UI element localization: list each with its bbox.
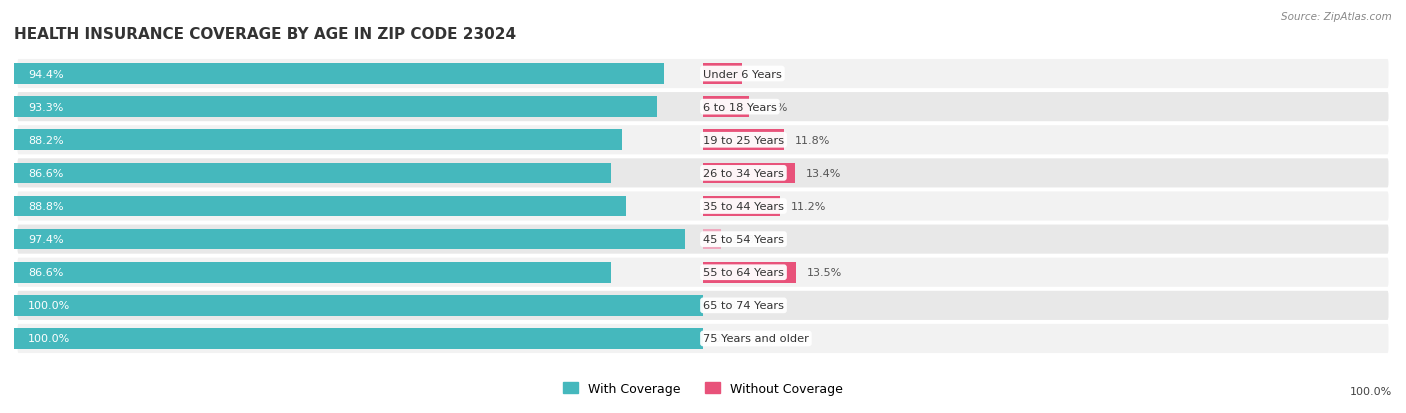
Text: 2.6%: 2.6%: [731, 235, 759, 244]
Text: 11.2%: 11.2%: [790, 202, 825, 211]
Text: 100.0%: 100.0%: [28, 334, 70, 344]
Text: 86.6%: 86.6%: [28, 169, 63, 178]
FancyBboxPatch shape: [17, 291, 1389, 320]
Bar: [703, 64, 741, 85]
Text: 75 Years and older: 75 Years and older: [703, 334, 808, 344]
FancyBboxPatch shape: [17, 225, 1389, 254]
Text: 11.8%: 11.8%: [794, 135, 830, 145]
Bar: [14, 328, 703, 349]
FancyBboxPatch shape: [17, 192, 1389, 221]
Text: 65 to 74 Years: 65 to 74 Years: [703, 301, 785, 311]
Text: 35 to 44 Years: 35 to 44 Years: [703, 202, 785, 211]
Bar: [703, 262, 796, 283]
Text: 0.0%: 0.0%: [713, 334, 741, 344]
Bar: [14, 196, 626, 217]
Bar: [14, 130, 621, 151]
Bar: [703, 229, 721, 250]
Text: 6 to 18 Years: 6 to 18 Years: [703, 102, 778, 112]
Bar: [14, 163, 610, 184]
Bar: [703, 97, 749, 118]
Text: HEALTH INSURANCE COVERAGE BY AGE IN ZIP CODE 23024: HEALTH INSURANCE COVERAGE BY AGE IN ZIP …: [14, 26, 516, 41]
Bar: [14, 97, 657, 118]
Text: 94.4%: 94.4%: [28, 69, 63, 79]
Bar: [14, 229, 685, 250]
FancyBboxPatch shape: [17, 258, 1389, 287]
Bar: [703, 130, 785, 151]
FancyBboxPatch shape: [17, 93, 1389, 122]
Bar: [14, 64, 665, 85]
Text: 100.0%: 100.0%: [28, 301, 70, 311]
Text: 26 to 34 Years: 26 to 34 Years: [703, 169, 785, 178]
FancyBboxPatch shape: [17, 126, 1389, 155]
Text: 13.4%: 13.4%: [806, 169, 841, 178]
Legend: With Coverage, Without Coverage: With Coverage, Without Coverage: [562, 382, 844, 395]
Text: 88.2%: 88.2%: [28, 135, 63, 145]
Text: 86.6%: 86.6%: [28, 268, 63, 278]
Text: 0.0%: 0.0%: [713, 301, 741, 311]
Text: 55 to 64 Years: 55 to 64 Years: [703, 268, 785, 278]
Text: 45 to 54 Years: 45 to 54 Years: [703, 235, 785, 244]
Text: 19 to 25 Years: 19 to 25 Years: [703, 135, 785, 145]
Text: 88.8%: 88.8%: [28, 202, 63, 211]
FancyBboxPatch shape: [17, 60, 1389, 89]
Text: Under 6 Years: Under 6 Years: [703, 69, 782, 79]
Text: Source: ZipAtlas.com: Source: ZipAtlas.com: [1281, 12, 1392, 22]
Bar: [14, 262, 610, 283]
Bar: [14, 295, 703, 316]
Text: 93.3%: 93.3%: [28, 102, 63, 112]
Text: 6.7%: 6.7%: [759, 102, 787, 112]
Bar: [703, 163, 796, 184]
FancyBboxPatch shape: [17, 159, 1389, 188]
Bar: [703, 196, 780, 217]
Text: 5.6%: 5.6%: [752, 69, 780, 79]
Text: 13.5%: 13.5%: [807, 268, 842, 278]
FancyBboxPatch shape: [17, 324, 1389, 353]
Text: 97.4%: 97.4%: [28, 235, 63, 244]
Text: 100.0%: 100.0%: [1350, 387, 1392, 396]
